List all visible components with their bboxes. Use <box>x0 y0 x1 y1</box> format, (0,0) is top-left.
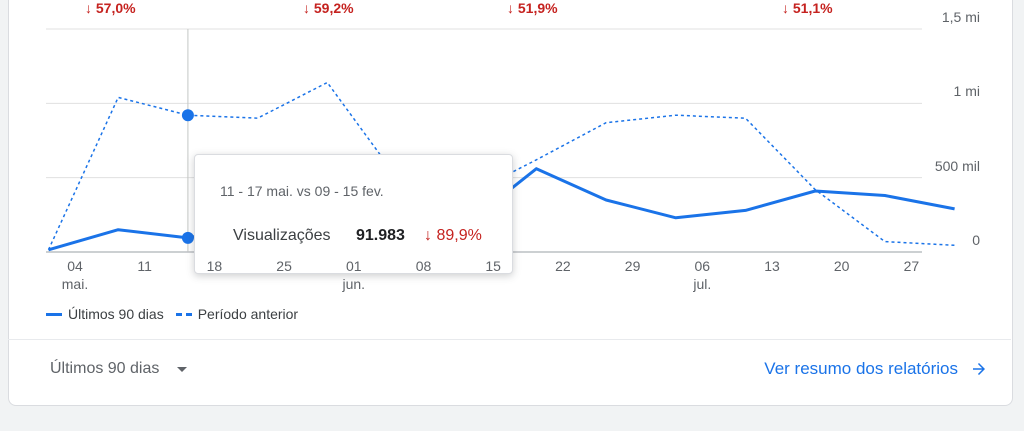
tooltip-metric: Visualizações <box>233 227 331 244</box>
x-tick-label: 29 <box>613 258 653 274</box>
tooltip-value: 91.983 <box>356 227 405 244</box>
x-tick-label: 11 <box>125 258 165 274</box>
view-reports-label: Ver resumo dos relatórios <box>764 359 958 378</box>
highlight-point <box>181 109 194 122</box>
tooltip-period: 11 - 17 mai. vs 09 - 15 fev. <box>220 183 384 199</box>
x-tick-day: 18 <box>206 258 223 274</box>
x-tick-day: 13 <box>764 258 780 274</box>
delta-label: ↓ 57,0% <box>85 0 136 16</box>
x-tick-month: jul. <box>693 276 712 292</box>
delta-label: ↓ 59,2% <box>303 0 354 16</box>
legend-label: Período anterior <box>197 306 299 322</box>
x-tick-day: 25 <box>276 258 292 274</box>
x-tick-month: mai. <box>61 276 89 292</box>
y-tick-label: 1 mi <box>953 83 980 100</box>
x-tick-day: 27 <box>903 258 920 274</box>
date-range-dropdown[interactable]: Últimos 90 dias <box>50 360 188 378</box>
x-tick-label: 22 <box>543 258 583 274</box>
view-reports-link[interactable]: Ver resumo dos relatórios <box>764 359 988 379</box>
highlight-point <box>181 231 194 244</box>
chart-tooltip: 11 - 17 mai. vs 09 - 15 fev. Visualizaçõ… <box>194 154 513 274</box>
legend-item-current[interactable]: Últimos 90 dias <box>46 306 164 322</box>
x-tick-day: 29 <box>624 258 641 274</box>
x-tick-label: 27 <box>891 258 931 274</box>
date-range-label: Últimos 90 dias <box>50 360 160 377</box>
delta-label: ↓ 51,1% <box>782 0 833 16</box>
x-tick-label: 25 <box>264 258 304 274</box>
legend-label: Últimos 90 dias <box>68 306 164 322</box>
x-tick-day: 01 <box>346 258 362 274</box>
x-tick-day: 04 <box>67 258 83 274</box>
legend: Últimos 90 dias Período anterior <box>46 306 310 322</box>
arrow-right-icon <box>973 363 985 375</box>
x-tick-label: 13 <box>752 258 792 274</box>
legend-solid-line-icon <box>46 312 62 316</box>
x-tick-label: 18 <box>194 258 234 274</box>
x-tick-day: 20 <box>833 258 850 274</box>
x-tick-day: 22 <box>555 258 571 274</box>
x-tick-label: 01 jun. <box>334 258 374 292</box>
x-tick-label: 04 mai. <box>55 258 95 292</box>
x-tick-label: 15 <box>473 258 513 274</box>
divider <box>8 339 1011 340</box>
x-tick-day: 08 <box>415 258 432 274</box>
y-tick-label: 0 <box>972 232 980 248</box>
x-tick-label: 08 <box>404 258 444 274</box>
x-tick-label: 06 jul. <box>682 258 722 292</box>
x-tick-day: 11 <box>137 258 152 274</box>
legend-dashed-line-icon <box>175 312 192 316</box>
delta-label: ↓ 51,9% <box>507 0 558 16</box>
x-tick-label: 20 <box>822 258 862 274</box>
tooltip-change: ↓ 89,9% <box>424 227 482 244</box>
x-tick-day: 15 <box>485 258 501 274</box>
y-tick-label: 1,5 mi <box>941 9 980 25</box>
x-tick-month: jun. <box>342 276 366 292</box>
x-tick-day: 06 <box>694 258 711 274</box>
y-tick-label: 500 mil <box>934 157 980 174</box>
legend-item-previous[interactable]: Período anterior <box>175 306 299 322</box>
dropdown-caret-icon <box>177 366 188 372</box>
